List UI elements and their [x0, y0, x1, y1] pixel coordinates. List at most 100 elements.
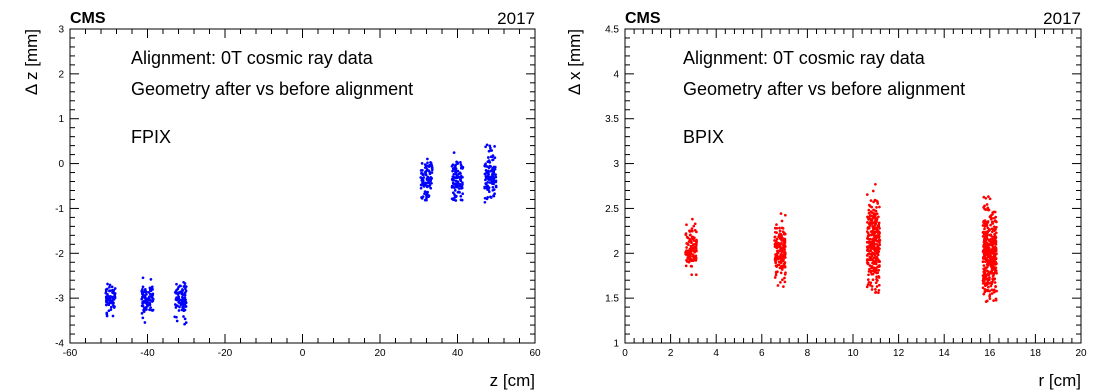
bpix-data-point: [983, 222, 986, 225]
bpix-x-tick-label: 12: [893, 348, 905, 359]
fpix-data-point: [106, 302, 110, 305]
bpix-y-tick-label: 1.5: [605, 294, 619, 305]
bpix-data-point: [986, 255, 990, 259]
bpix-data-point: [782, 257, 785, 261]
bpix-data-point: [992, 256, 995, 259]
fpix-data-point: [491, 185, 495, 189]
bpix-y-tick-label: 3: [613, 159, 619, 170]
bpix-data-point: [984, 248, 988, 251]
bpix-data-point: [684, 233, 688, 237]
bpix-data-point: [691, 247, 694, 250]
bpix-data-point: [991, 251, 995, 255]
bpix-data-point: [981, 274, 985, 277]
bpix-data-point: [987, 273, 991, 277]
fpix-data-point: [487, 172, 490, 176]
fpix-y-tick-label: -3: [55, 294, 64, 305]
bpix-data-point: [876, 279, 879, 282]
bpix-data-point: [872, 208, 876, 212]
fpix-data-point: [177, 309, 181, 312]
fpix-data-point: [148, 308, 151, 312]
bpix-data-point: [692, 224, 696, 228]
fpix-data-point: [184, 321, 188, 324]
bpix-data-point: [873, 249, 877, 253]
bpix-data-point: [694, 273, 698, 277]
fpix-data-point: [110, 299, 114, 303]
bpix-data-point: [995, 225, 998, 229]
bpix-data-point: [989, 214, 993, 218]
fpix-data-point: [184, 289, 188, 293]
bpix-data-point: [983, 241, 987, 245]
bpix-data-point: [783, 249, 786, 253]
bpix-data-point: [989, 284, 993, 288]
bpix-data-point: [779, 281, 782, 284]
fpix-data-point: [140, 312, 144, 315]
bpix-data-point: [779, 261, 783, 265]
bpix-data-point: [981, 249, 985, 253]
bpix-data-point: [876, 202, 880, 205]
bpix-x-tick-label: 16: [984, 348, 996, 359]
fpix-data-point: [142, 290, 145, 294]
bpix-data-point: [693, 236, 696, 240]
bpix-data-point: [869, 230, 873, 233]
bpix-data-point: [781, 230, 785, 234]
fpix-data-point: [113, 292, 117, 295]
bpix-data-point: [989, 233, 993, 237]
fpix-x-tick-label: -20: [218, 348, 233, 359]
fpix-data-point: [106, 282, 109, 286]
fpix-data-point: [485, 165, 489, 168]
bpix-data-point: [866, 258, 869, 261]
bpix-data-point: [875, 242, 879, 246]
fpix-data-point: [149, 306, 152, 309]
bpix-data-point: [866, 245, 870, 248]
fpix-data-point: [454, 168, 457, 172]
bpix-data-point: [987, 282, 991, 285]
bpix-data-point: [866, 234, 870, 238]
bpix-data-point: [694, 256, 698, 260]
bpix-data-point: [775, 237, 779, 241]
bpix-data-point: [874, 238, 878, 242]
fpix-data-point: [148, 295, 151, 299]
bpix-data-point: [873, 253, 877, 257]
fpix-data-point: [483, 196, 487, 200]
fpix-data-point: [483, 200, 487, 204]
fpix-data-point: [180, 299, 184, 303]
bpix-data-point: [984, 196, 988, 200]
fpix-data-point: [486, 184, 489, 188]
fpix-data-point: [422, 185, 426, 188]
fpix-data-point: [147, 291, 151, 294]
bpix-data-point: [867, 208, 871, 212]
bpix-data-point: [991, 211, 995, 214]
bpix-data-point: [872, 237, 876, 241]
fpix-data-point: [182, 315, 185, 318]
bpix-data-point: [783, 280, 787, 284]
fpix-data-point: [148, 286, 152, 290]
bpix-x-tick-label: 14: [939, 348, 951, 359]
fpix-data-point: [108, 283, 112, 287]
fpix-data-point: [485, 143, 489, 147]
bpix-data-point: [991, 275, 995, 278]
fpix-data-point: [104, 291, 108, 295]
bpix-data-point: [780, 250, 784, 254]
bpix-data-point: [995, 289, 998, 293]
bpix-data-point: [775, 231, 778, 234]
fpix-data-point: [424, 173, 428, 177]
fpix-x-tick-label: -60: [63, 348, 78, 359]
fpix-x-axis-title: z [cm]: [490, 371, 535, 390]
fpix-data-point: [430, 164, 434, 167]
fpix-data-point: [489, 146, 492, 150]
bpix-data-point: [981, 279, 985, 283]
fpix-data-point: [106, 294, 110, 298]
bpix-data-point: [877, 291, 880, 295]
bpix-data-point: [687, 249, 690, 253]
bpix-data-point: [865, 285, 869, 289]
bpix-data-point: [689, 249, 693, 253]
bpix-data-point: [693, 222, 697, 226]
bpix-data-point: [874, 182, 877, 186]
bpix-data-point: [870, 241, 874, 245]
fpix-data-point: [108, 299, 112, 303]
bpix-data-point: [986, 226, 990, 230]
fpix-data-point: [175, 282, 178, 286]
bpix-data-point: [782, 238, 786, 242]
bpix-data-point: [686, 243, 690, 247]
bpix-data-point: [875, 206, 878, 209]
